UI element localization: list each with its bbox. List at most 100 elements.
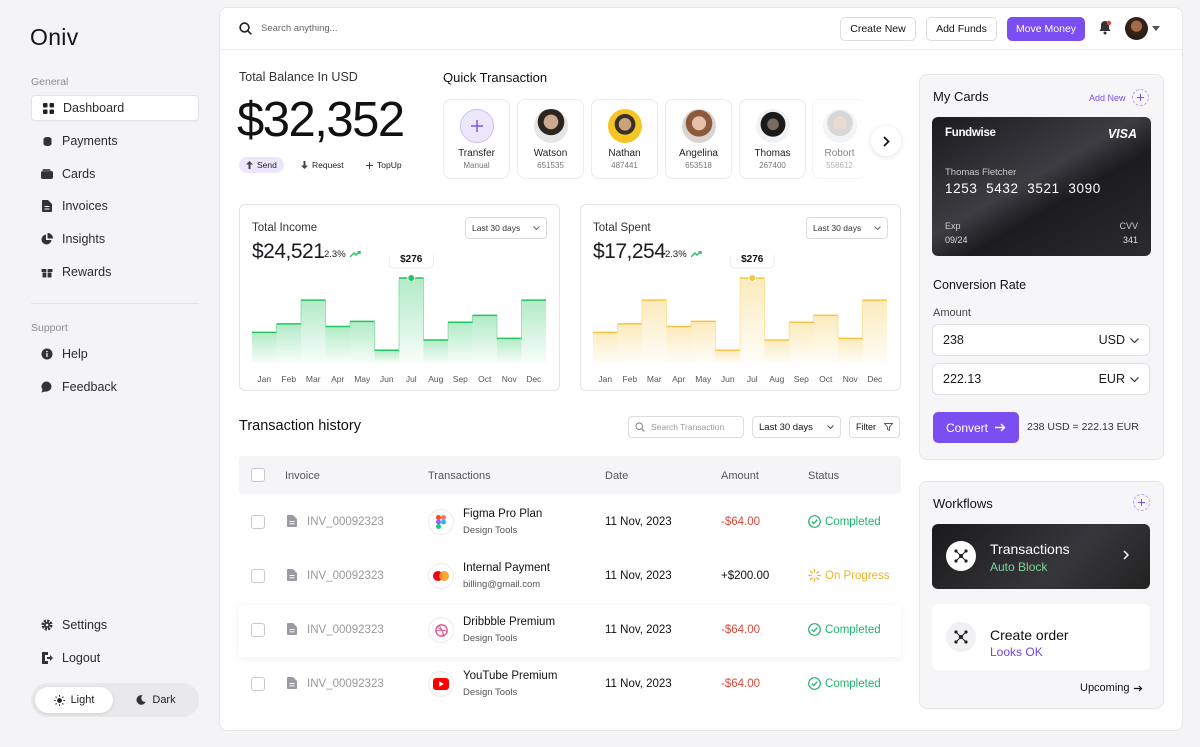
- quick-contact-nathan[interactable]: Nathan 487441: [591, 99, 658, 179]
- search-input[interactable]: Search anything...: [261, 23, 338, 34]
- sidebar-item-help[interactable]: Help: [31, 341, 199, 367]
- x-tick-label: Feb: [622, 374, 637, 384]
- contact-name: Nathan: [608, 148, 641, 159]
- sidebar-item-dashboard[interactable]: Dashboard: [31, 95, 199, 121]
- create-new-button[interactable]: Create New: [840, 17, 916, 41]
- workflow-transactions[interactable]: Transactions Auto Block: [932, 524, 1150, 589]
- chart-bar-dec[interactable]: [521, 300, 547, 363]
- row-checkbox[interactable]: [251, 623, 265, 637]
- quick-contact-transfer[interactable]: Transfer Manual: [443, 99, 510, 179]
- avatar[interactable]: [1125, 17, 1148, 40]
- chart-bar-mar[interactable]: [301, 300, 326, 363]
- chart-bar-apr[interactable]: [666, 326, 692, 363]
- upcoming-link[interactable]: Upcoming: [1080, 682, 1143, 694]
- mastercard-icon: [428, 563, 454, 589]
- add-workflow-button[interactable]: [1133, 494, 1150, 511]
- history-range-select[interactable]: Last 30 days: [752, 416, 841, 438]
- to-currency-select[interactable]: EUR: [1099, 372, 1139, 386]
- quick-contact-thomas[interactable]: Thomas 267400: [739, 99, 806, 179]
- chart-bar-jul[interactable]: [399, 278, 424, 363]
- quick-contact-robort[interactable]: Robort 558612: [812, 99, 866, 179]
- add-new-card-button[interactable]: Add New: [1089, 89, 1149, 106]
- send-button[interactable]: Send: [239, 157, 284, 173]
- workflow-create-order[interactable]: Create order Looks OK: [932, 604, 1150, 670]
- filter-button[interactable]: Filter: [849, 416, 900, 438]
- chart-bar-feb[interactable]: [276, 323, 302, 363]
- chart-bar-nov[interactable]: [497, 338, 522, 363]
- chart-bar-apr[interactable]: [325, 326, 351, 363]
- sidebar-item-settings[interactable]: Settings: [31, 612, 199, 638]
- chart-bar-may[interactable]: [350, 321, 375, 363]
- transaction-search-input[interactable]: Search Transaction: [628, 416, 744, 438]
- transaction-subtitle: Design Tools: [463, 633, 518, 644]
- sidebar-item-label: Help: [62, 347, 88, 361]
- topup-button[interactable]: TopUp: [359, 157, 409, 173]
- from-amount-field[interactable]: 238 USD: [932, 324, 1150, 356]
- chart-bar-may[interactable]: [691, 321, 716, 363]
- chevron-down-icon[interactable]: [1152, 26, 1160, 31]
- column-header-invoice[interactable]: Invoice: [285, 470, 320, 482]
- main-panel: Search anything... Create New Add Funds …: [219, 7, 1183, 731]
- conversion-result: 238 USD = 222.13 EUR: [1027, 421, 1139, 433]
- x-tick-label: Mar: [306, 374, 321, 384]
- column-header-amount[interactable]: Amount: [721, 470, 759, 482]
- sidebar-item-cards[interactable]: Cards: [31, 161, 199, 187]
- chart-bar-aug[interactable]: [423, 340, 449, 363]
- chart-bar-oct[interactable]: [813, 315, 839, 363]
- chart-bar-mar[interactable]: [642, 300, 667, 363]
- chart-bar-nov[interactable]: [838, 338, 863, 363]
- chart-bar-sep[interactable]: [448, 322, 473, 363]
- table-row[interactable]: INV_00092323 Dribbble Premium Design Tools…: [220, 603, 920, 657]
- topup-label: TopUp: [377, 160, 402, 170]
- bell-icon[interactable]: [1098, 20, 1112, 35]
- sidebar-item-invoices[interactable]: Invoices: [31, 193, 199, 219]
- from-currency-select[interactable]: USD: [1099, 333, 1139, 347]
- sidebar-item-feedback[interactable]: Feedback: [31, 374, 199, 400]
- spinner-icon: [808, 569, 821, 582]
- workflow-subtitle: Auto Block: [990, 560, 1048, 574]
- chart-bar-aug[interactable]: [764, 340, 790, 363]
- chart-bar-jan[interactable]: [252, 332, 277, 363]
- chart-bar-feb[interactable]: [617, 323, 643, 363]
- add-funds-button[interactable]: Add Funds: [926, 17, 997, 41]
- next-contacts-button[interactable]: [871, 126, 901, 156]
- column-header-date[interactable]: Date: [605, 470, 629, 482]
- sidebar-item-rewards[interactable]: Rewards: [31, 259, 199, 285]
- spent-card: Total Spent $17,254 2.3% Last 30 days Ja…: [580, 204, 901, 391]
- theme-dark-button[interactable]: Dark: [117, 687, 195, 713]
- row-checkbox[interactable]: [251, 515, 265, 529]
- table-row[interactable]: INV_00092323 Figma Pro Plan Design Tools 11…: [220, 495, 920, 549]
- contact-id: 651535: [537, 161, 564, 170]
- credit-card[interactable]: Fundwise VISA Thomas Fletcher 1253 5432 …: [932, 117, 1151, 256]
- request-button[interactable]: Request: [294, 157, 351, 173]
- move-money-button[interactable]: Move Money: [1007, 17, 1085, 41]
- avatar: [533, 109, 568, 143]
- quick-contact-watson[interactable]: Watson 651535: [517, 99, 584, 179]
- chart-bar-jun[interactable]: [374, 350, 400, 363]
- column-header-status[interactable]: Status: [808, 470, 840, 482]
- x-tick-label: Jun: [380, 374, 394, 384]
- theme-light-button[interactable]: Light: [35, 687, 113, 713]
- row-checkbox[interactable]: [251, 569, 265, 583]
- chart-bar-dec[interactable]: [862, 300, 888, 363]
- chart-bar-jul[interactable]: [740, 278, 765, 363]
- to-amount-field[interactable]: 222.13 EUR: [932, 363, 1150, 395]
- chart-bar-jun[interactable]: [715, 350, 741, 363]
- chart-bar-jan[interactable]: [593, 332, 618, 363]
- spent-range-select[interactable]: Last 30 days: [806, 217, 888, 239]
- income-range-select[interactable]: Last 30 days: [465, 217, 547, 239]
- convert-button[interactable]: Convert: [933, 412, 1019, 443]
- sidebar-item-logout[interactable]: Logout: [31, 645, 199, 671]
- chart-bar-sep[interactable]: [789, 322, 814, 363]
- quick-contact-angelina[interactable]: Angelina 653518: [665, 99, 732, 179]
- row-checkbox[interactable]: [251, 677, 265, 691]
- table-row[interactable]: INV_00092323 YouTube Premium Design Tools 1…: [220, 657, 920, 711]
- chart-bar-oct[interactable]: [472, 315, 498, 363]
- table-row[interactable]: INV_00092323 Internal Payment billing@gmai…: [220, 549, 920, 603]
- column-header-transactions[interactable]: Transactions: [428, 470, 491, 482]
- sidebar-item-insights[interactable]: Insights: [31, 226, 199, 252]
- transaction-amount: -$64.00: [721, 624, 761, 636]
- select-all-checkbox[interactable]: [251, 468, 265, 482]
- sidebar-item-label: Rewards: [62, 265, 112, 279]
- sidebar-item-payments[interactable]: Payments: [31, 128, 199, 154]
